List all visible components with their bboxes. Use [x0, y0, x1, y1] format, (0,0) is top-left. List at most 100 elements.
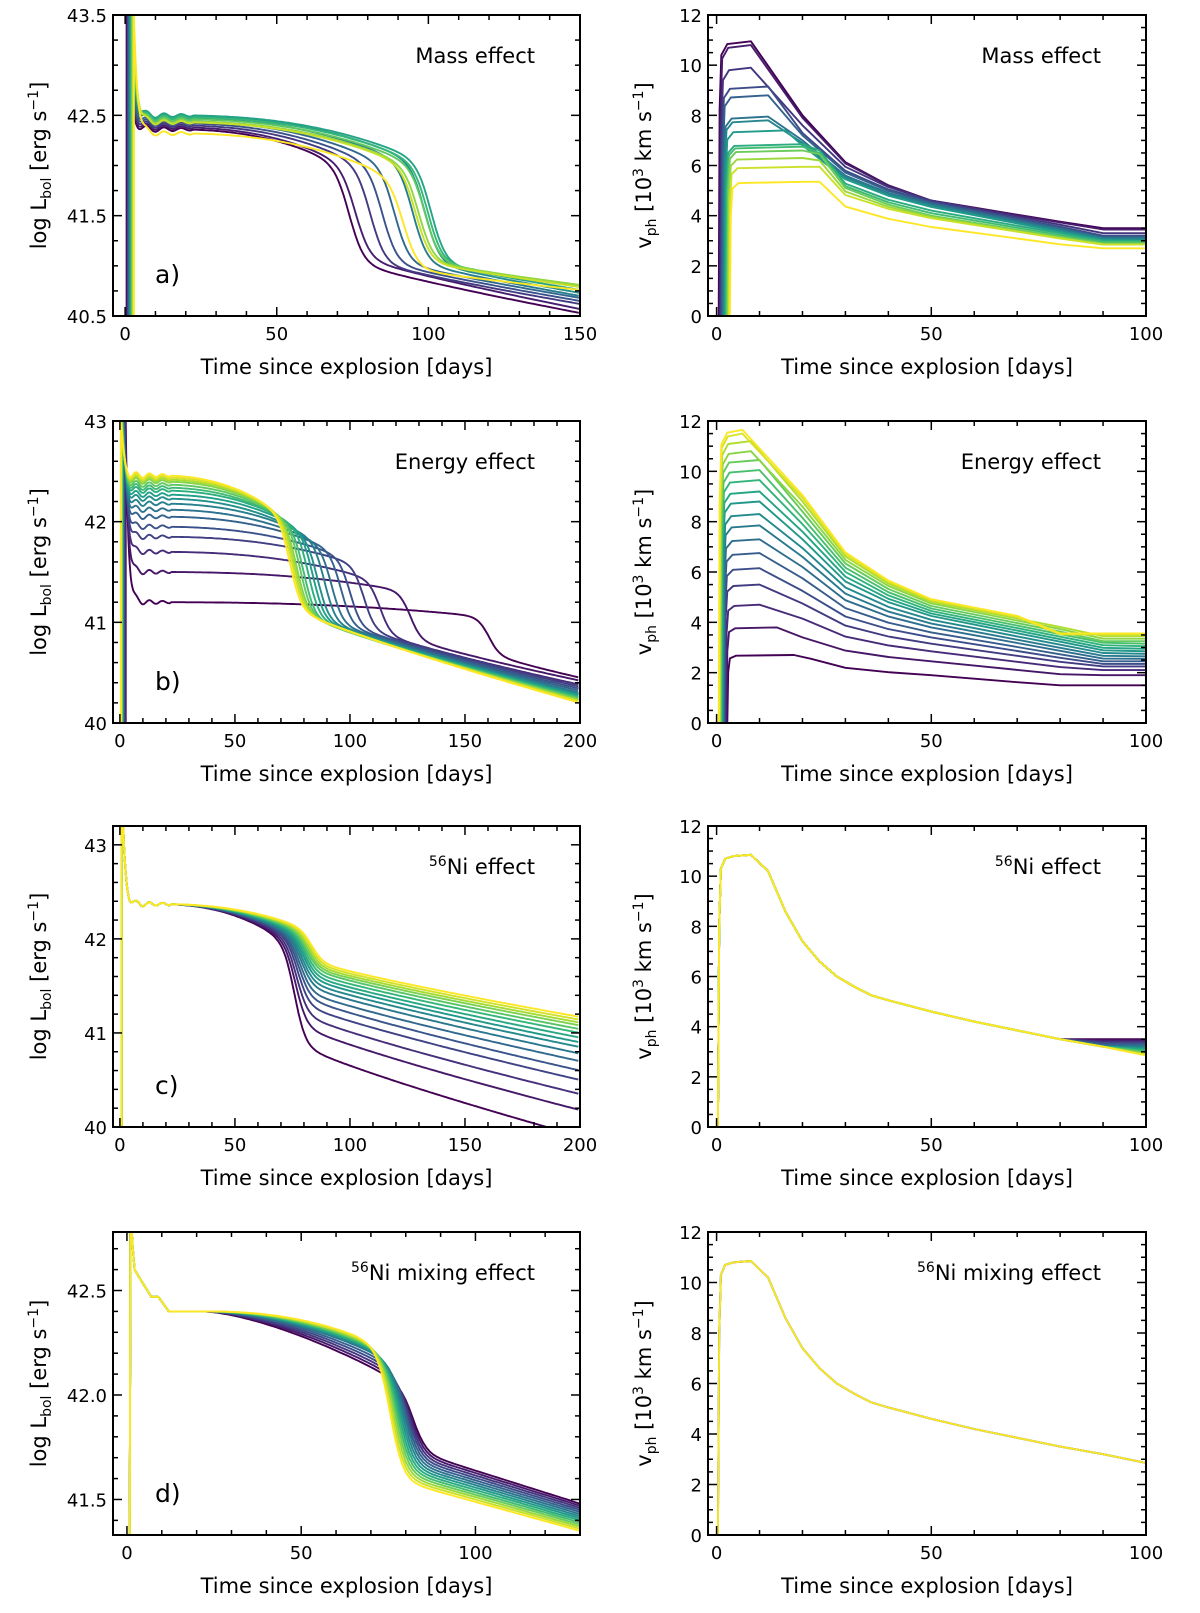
ylabel-subscript: ph — [644, 1030, 660, 1048]
panel-a-left: 0 50 100 150 40.5 41.5 42.5 43.5 Time since expl… — [26, 6, 597, 379]
annotation-text: Ni mixing effect — [369, 1261, 535, 1285]
y-tick-label: 43.5 — [67, 6, 107, 27]
ylabel-main: ] — [27, 893, 51, 901]
ylabel-main: ] — [27, 1300, 51, 1308]
ylabel-main: v — [632, 1047, 656, 1059]
panel-c-right: 0 50 100 0 2 4 6 8 10 12 Time since explosion [day… — [631, 817, 1163, 1190]
ylabel-superscript: −1 — [631, 1308, 647, 1329]
y-tick-label: 42.0 — [67, 1386, 107, 1407]
ylabel-superscript: −1 — [26, 496, 42, 517]
series-line-10 — [120, 826, 579, 1127]
y-tick-label: 6 — [691, 157, 702, 178]
series-line-1 — [120, 826, 579, 1127]
panel-letter: c) — [155, 1071, 179, 1100]
ylabel-main: ] — [632, 82, 656, 90]
x-tick-label: 50 — [223, 731, 246, 752]
series-line-13 — [120, 826, 579, 1127]
y-tick-label: 10 — [679, 462, 702, 483]
series-line-8 — [120, 826, 579, 1127]
series-line-6 — [120, 826, 579, 1127]
y-tick-label: 12 — [679, 817, 702, 838]
y-tick-label: 42 — [84, 930, 107, 951]
series-line-2 — [724, 603, 1146, 723]
panel-c-left: 0 50 100 150 200 40 41 42 43 Time since explosion… — [26, 825, 597, 1190]
x-tick-label: 100 — [1129, 731, 1163, 752]
x-tick-label: 100 — [411, 324, 445, 345]
ylabel-main: ] — [632, 893, 656, 901]
ylabel-main: km s — [632, 922, 656, 979]
y-axis-label: log Lbol [erg s−1] — [26, 1300, 55, 1468]
series-line-2 — [126, 15, 580, 316]
x-tick-label: 0 — [114, 1135, 125, 1156]
ylabel-main: [erg s — [27, 517, 51, 584]
ylabel-main: v — [632, 236, 656, 248]
y-tick-label: 2 — [691, 1068, 702, 1089]
y-tick-label: 12 — [679, 412, 702, 433]
series-line-0 — [125, 15, 579, 316]
x-axis-label: Time since explosion [days] — [200, 1166, 493, 1190]
y-tick-label: 6 — [691, 968, 702, 989]
x-tick-label: 0 — [121, 1543, 132, 1564]
series-line-17 — [717, 428, 1146, 723]
ticks — [708, 14, 1147, 317]
series-line-9 — [721, 500, 1146, 723]
ylabel-subscript: bol — [39, 1396, 55, 1417]
panel-annotation: 56Ni effect — [995, 854, 1101, 879]
x-axis-label: Time since explosion [days] — [200, 1574, 493, 1598]
ylabel-superscript: 3 — [631, 1386, 647, 1395]
series-line-6 — [722, 119, 1146, 316]
y-tick-label: 0 — [691, 1118, 702, 1139]
ylabel-main: [10 — [632, 583, 656, 625]
ylabel-main: ] — [632, 489, 656, 497]
series-line-1 — [716, 853, 1146, 1127]
panel-annotation: Energy effect — [395, 450, 535, 474]
series-line-14 — [120, 826, 579, 1127]
ylabel-main: [10 — [632, 988, 656, 1030]
ylabel-subscript: ph — [644, 219, 660, 237]
series-group — [717, 428, 1146, 723]
series-line-0 — [120, 826, 551, 1127]
series-line-4 — [120, 826, 579, 1127]
ylabel-subscript: bol — [39, 584, 55, 605]
ylabel-main: [10 — [632, 177, 656, 219]
x-tick-label: 0 — [711, 1543, 722, 1564]
y-tick-label: 4 — [691, 613, 702, 634]
series-line-3 — [120, 826, 579, 1127]
ylabel-superscript: 3 — [631, 979, 647, 988]
x-tick-label: 150 — [448, 731, 482, 752]
y-tick-label: 40.5 — [67, 307, 107, 328]
ylabel-main: v — [632, 643, 656, 655]
y-tick-label: 43 — [84, 836, 107, 857]
series-line-13 — [719, 459, 1146, 723]
ylabel-main: log L — [27, 1417, 51, 1468]
ylabel-subscript: bol — [39, 178, 55, 199]
panel-b-right: 0 50 100 0 2 4 6 8 10 12 Time since explosion [day… — [631, 412, 1163, 786]
y-tick-label: 8 — [691, 917, 702, 938]
y-tick-label: 42.5 — [67, 106, 107, 127]
ylabel-superscript: −1 — [26, 90, 42, 111]
y-tick-label: 10 — [679, 1274, 702, 1295]
y-tick-label: 8 — [691, 1324, 702, 1345]
series-line-14 — [716, 853, 1146, 1127]
series-line-2 — [716, 853, 1146, 1127]
x-tick-label: 100 — [458, 1543, 492, 1564]
series-line-7 — [722, 524, 1146, 723]
y-axis-label: log Lbol [erg s−1] — [26, 82, 55, 250]
axes-frame — [112, 1231, 581, 1536]
ylabel-main: km s — [632, 1329, 656, 1386]
annotation-superscript: 56 — [351, 1260, 369, 1276]
series-line-11 — [716, 853, 1146, 1127]
series-line-9 — [716, 853, 1146, 1127]
series-line-14 — [719, 450, 1146, 723]
ticks — [113, 825, 581, 1128]
y-tick-label: 42.5 — [67, 1282, 107, 1303]
ylabel-subscript: ph — [644, 1437, 660, 1455]
x-axis-label: Time since explosion [days] — [780, 762, 1073, 786]
ylabel-superscript: −1 — [631, 497, 647, 518]
y-tick-label: 41 — [84, 613, 107, 634]
x-axis-label: Time since explosion [days] — [780, 1166, 1073, 1190]
ticks — [113, 14, 581, 317]
x-tick-label: 50 — [920, 324, 943, 345]
y-tick-label: 2 — [691, 1476, 702, 1497]
